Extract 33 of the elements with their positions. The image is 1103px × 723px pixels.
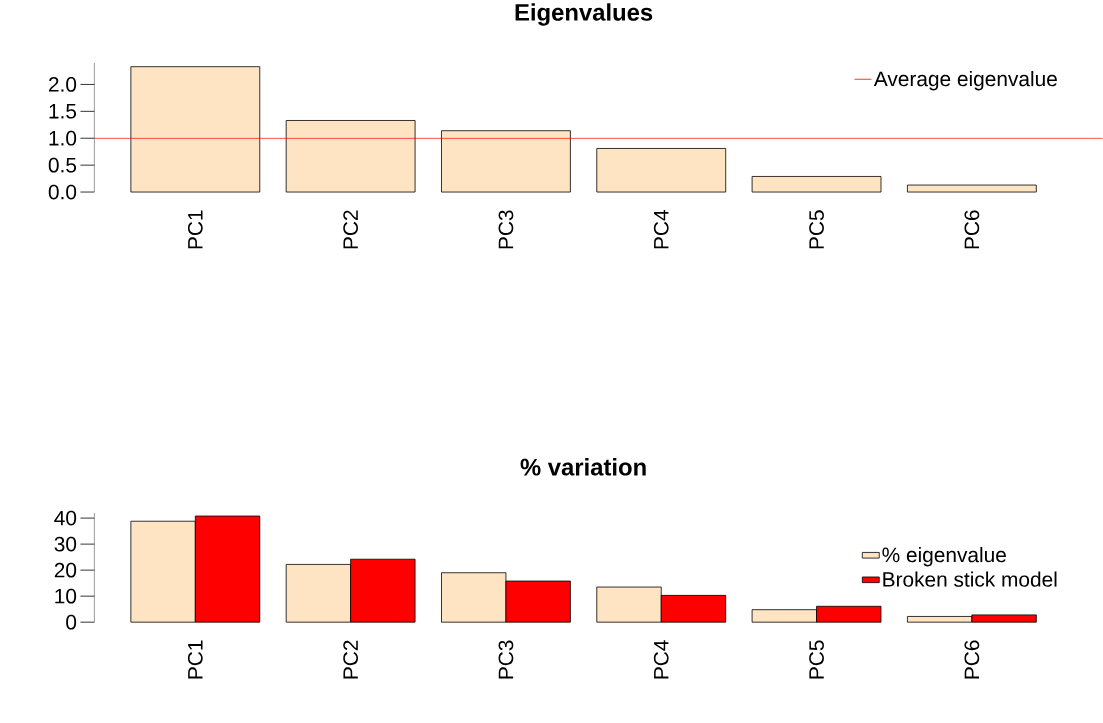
y-tick-label: 2.0	[49, 76, 77, 92]
x-tick-label: PC6	[964, 210, 980, 249]
legend-label: Broken stick model	[883, 571, 1057, 587]
x-tick-label: PC6	[964, 640, 980, 679]
bar	[285, 119, 416, 193]
bar	[441, 130, 571, 193]
x-tick-label: PC5	[809, 210, 824, 249]
y-tick-label: 1.5	[49, 103, 77, 119]
x-tick-label: PC4	[653, 209, 669, 249]
y-tick-label: 10	[55, 588, 77, 604]
chart-title: Eigenvalues	[515, 3, 653, 26]
bar	[751, 175, 882, 193]
bar	[130, 66, 261, 193]
chart-title: % variation	[520, 457, 646, 476]
bar	[907, 184, 1037, 193]
y-tick-label: 40	[54, 510, 77, 526]
x-tick-label: PC4	[653, 639, 669, 679]
y-tick-label: 1.0	[49, 130, 77, 146]
x-tick-label: PC1	[187, 640, 203, 679]
x-tick-label: PC2	[343, 640, 359, 679]
legend-label: % eigenvalue	[882, 546, 1006, 567]
x-tick-label: PC3	[498, 640, 514, 679]
x-tick-label: PC5	[809, 640, 824, 679]
x-tick-label: PC3	[498, 210, 514, 249]
y-tick-label: 0	[66, 614, 77, 630]
x-tick-label: PC1	[187, 210, 203, 249]
x-tick-label: PC2	[343, 210, 359, 249]
y-tick-label: 0.0	[48, 184, 77, 200]
bar	[596, 147, 727, 193]
y-tick-label: 30	[54, 536, 77, 552]
y-tick-label: 20	[54, 562, 77, 578]
legend-label: Average eigenvalue	[873, 70, 1057, 91]
y-tick-label: 0.5	[48, 157, 77, 173]
